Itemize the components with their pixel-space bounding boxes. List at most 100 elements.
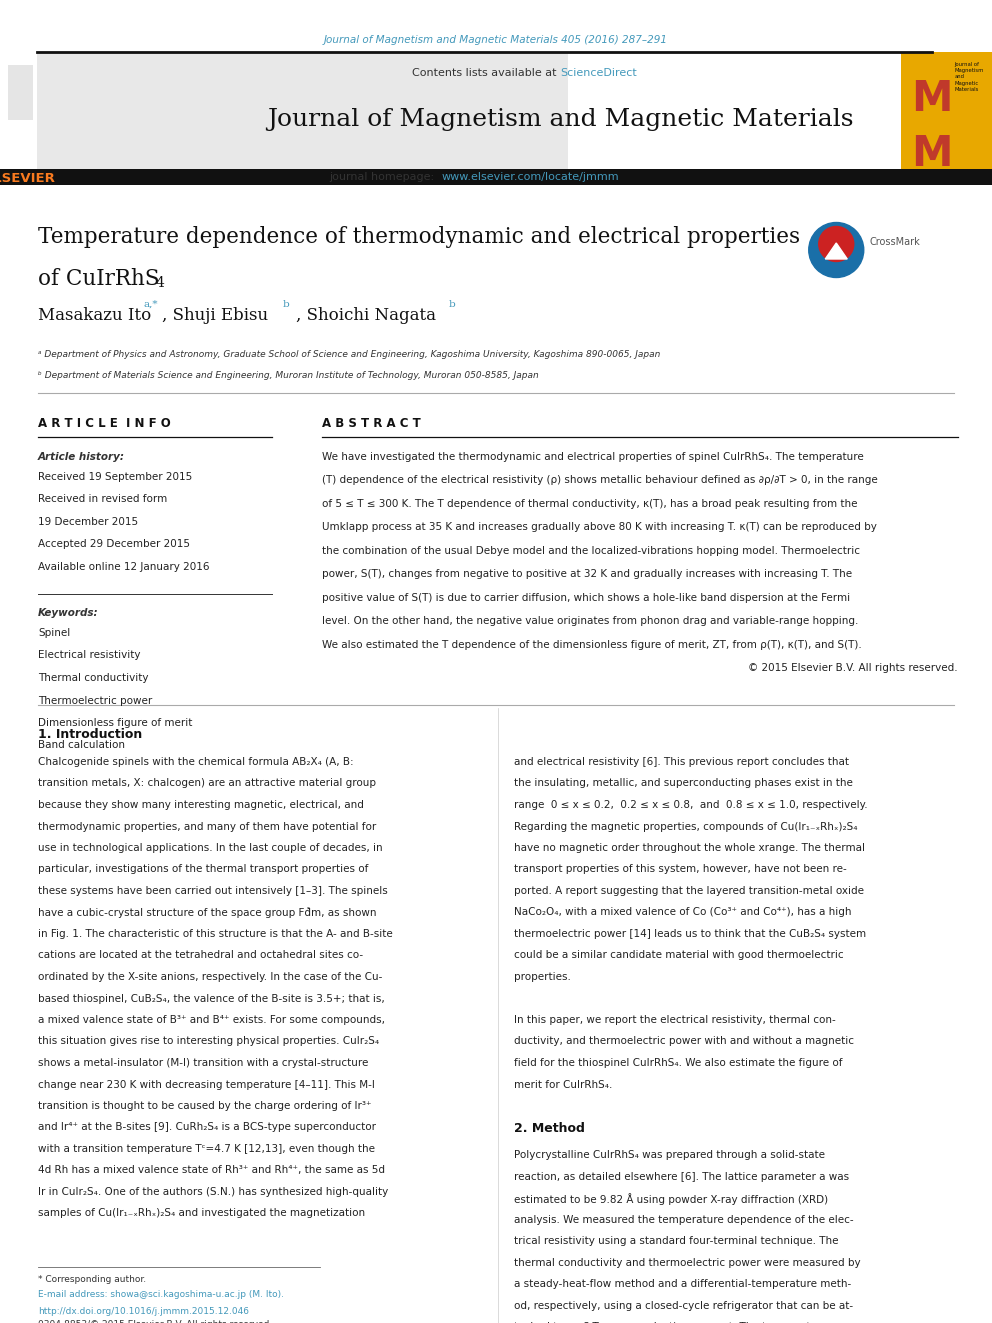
Text: a steady-heat-flow method and a differential-temperature meth-: a steady-heat-flow method and a differen… bbox=[514, 1279, 851, 1290]
Text: 2. Method: 2. Method bbox=[514, 1122, 585, 1135]
Text: Contents lists available at: Contents lists available at bbox=[413, 67, 560, 78]
Text: properties.: properties. bbox=[514, 972, 570, 982]
Text: Temperature dependence of thermodynamic and electrical properties: Temperature dependence of thermodynamic … bbox=[38, 226, 801, 247]
Text: In this paper, we report the electrical resistivity, thermal con-: In this paper, we report the electrical … bbox=[514, 1015, 835, 1025]
Text: range  0 ≤ x ≤ 0.2,  0.2 ≤ x ≤ 0.8,  and  0.8 ≤ x ≤ 1.0, respectively.: range 0 ≤ x ≤ 0.2, 0.2 ≤ x ≤ 0.8, and 0.… bbox=[514, 800, 868, 810]
Text: positive value of S(T) is due to carrier diffusion, which shows a hole-like band: positive value of S(T) is due to carrier… bbox=[322, 593, 850, 603]
Text: b: b bbox=[283, 300, 290, 310]
Text: A R T I C L E  I N F O: A R T I C L E I N F O bbox=[38, 417, 171, 430]
Text: journal homepage:: journal homepage: bbox=[329, 172, 441, 183]
Text: Accepted 29 December 2015: Accepted 29 December 2015 bbox=[38, 540, 190, 549]
Text: Article history:: Article history: bbox=[38, 452, 125, 462]
Text: with a transition temperature Tᶜ=4.7 K [12,13], even though the: with a transition temperature Tᶜ=4.7 K [… bbox=[38, 1144, 375, 1154]
Text: ported. A report suggesting that the layered transition-metal oxide: ported. A report suggesting that the lay… bbox=[514, 886, 864, 896]
Text: M: M bbox=[912, 78, 952, 120]
Text: A B S T R A C T: A B S T R A C T bbox=[322, 417, 421, 430]
Text: trical resistivity using a standard four-terminal technique. The: trical resistivity using a standard four… bbox=[514, 1237, 838, 1246]
Text: cations are located at the tetrahedral and octahedral sites co-: cations are located at the tetrahedral a… bbox=[38, 950, 363, 960]
Text: these systems have been carried out intensively [1–3]. The spinels: these systems have been carried out inte… bbox=[38, 886, 388, 896]
Text: b: b bbox=[449, 300, 455, 310]
Text: 19 December 2015: 19 December 2015 bbox=[38, 517, 138, 527]
Text: transition metals, X: chalcogen) are an attractive material group: transition metals, X: chalcogen) are an … bbox=[38, 778, 376, 789]
Text: © 2015 Elsevier B.V. All rights reserved.: © 2015 Elsevier B.V. All rights reserved… bbox=[748, 664, 958, 673]
Text: and electrical resistivity [6]. This previous report concludes that: and electrical resistivity [6]. This pre… bbox=[514, 757, 849, 767]
Text: because they show many interesting magnetic, electrical, and: because they show many interesting magne… bbox=[38, 800, 364, 810]
Text: estimated to be 9.82 Å using powder X-ray diffraction (XRD): estimated to be 9.82 Å using powder X-ra… bbox=[514, 1193, 828, 1205]
Bar bbox=[8, 65, 33, 120]
Text: www.elsevier.com/locate/jmmm: www.elsevier.com/locate/jmmm bbox=[441, 172, 619, 183]
Text: , Shoichi Nagata: , Shoichi Nagata bbox=[296, 307, 436, 324]
Text: , Shuji Ebisu: , Shuji Ebisu bbox=[162, 307, 268, 324]
Text: We also estimated the T dependence of the dimensionless figure of merit, ZT, fro: We also estimated the T dependence of th… bbox=[322, 640, 862, 650]
Text: od, respectively, using a closed-cycle refrigerator that can be at-: od, respectively, using a closed-cycle r… bbox=[514, 1301, 853, 1311]
Text: and Ir⁴⁺ at the B-sites [9]. CuRh₂S₄ is a BCS-type superconductor: and Ir⁴⁺ at the B-sites [9]. CuRh₂S₄ is … bbox=[38, 1122, 376, 1132]
Text: (T) dependence of the electrical resistivity (ρ) shows metallic behaviour define: (T) dependence of the electrical resisti… bbox=[322, 475, 878, 486]
Text: Dimensionless figure of merit: Dimensionless figure of merit bbox=[38, 718, 192, 728]
Text: transport properties of this system, however, have not been re-: transport properties of this system, how… bbox=[514, 864, 847, 875]
Text: Received in revised form: Received in revised form bbox=[38, 495, 168, 504]
Text: Spinel: Spinel bbox=[38, 628, 70, 638]
Text: Polycrystalline CuIrRhS₄ was prepared through a solid-state: Polycrystalline CuIrRhS₄ was prepared th… bbox=[514, 1151, 825, 1160]
Text: Umklapp process at 35 K and increases gradually above 80 K with increasing T. κ(: Umklapp process at 35 K and increases gr… bbox=[322, 523, 877, 532]
Text: Thermoelectric power: Thermoelectric power bbox=[38, 696, 152, 705]
Text: http://dx.doi.org/10.1016/j.jmmm.2015.12.046: http://dx.doi.org/10.1016/j.jmmm.2015.12… bbox=[38, 1307, 249, 1316]
Text: ᵃ Department of Physics and Astronomy, Graduate School of Science and Engineerin: ᵃ Department of Physics and Astronomy, G… bbox=[38, 351, 661, 359]
Text: samples of Cu(Ir₁₋ₓRhₓ)₂S₄ and investigated the magnetization: samples of Cu(Ir₁₋ₓRhₓ)₂S₄ and investiga… bbox=[38, 1208, 365, 1218]
Text: M: M bbox=[912, 134, 952, 175]
Text: level. On the other hand, the negative value originates from phonon drag and var: level. On the other hand, the negative v… bbox=[322, 617, 858, 627]
Text: have no magnetic order throughout the whole xrange. The thermal: have no magnetic order throughout the wh… bbox=[514, 843, 865, 853]
Circle shape bbox=[818, 226, 854, 262]
Text: thermodynamic properties, and many of them have potential for: thermodynamic properties, and many of th… bbox=[38, 822, 376, 831]
Bar bbox=[37, 52, 567, 185]
Text: shows a metal-insulator (M-I) transition with a crystal-structure: shows a metal-insulator (M-I) transition… bbox=[38, 1058, 368, 1068]
Text: this situation gives rise to interesting physical properties. CuIr₂S₄: this situation gives rise to interesting… bbox=[38, 1036, 379, 1046]
Text: field for the thiospinel CuIrRhS₄. We also estimate the figure of: field for the thiospinel CuIrRhS₄. We al… bbox=[514, 1058, 842, 1068]
Text: thermoelectric power [14] leads us to think that the CuB₂S₄ system: thermoelectric power [14] leads us to th… bbox=[514, 929, 866, 939]
Polygon shape bbox=[825, 243, 847, 259]
Text: use in technological applications. In the last couple of decades, in: use in technological applications. In th… bbox=[38, 843, 383, 853]
Text: ordinated by the X-site anions, respectively. In the case of the Cu-: ordinated by the X-site anions, respecti… bbox=[38, 972, 382, 982]
Text: merit for CuIrRhS₄.: merit for CuIrRhS₄. bbox=[514, 1080, 612, 1090]
Text: 1. Introduction: 1. Introduction bbox=[38, 728, 142, 741]
Text: Masakazu Ito: Masakazu Ito bbox=[38, 307, 151, 324]
Text: Available online 12 January 2016: Available online 12 January 2016 bbox=[38, 562, 209, 572]
Text: 4: 4 bbox=[156, 277, 165, 290]
Text: change near 230 K with decreasing temperature [4–11]. This M-I: change near 230 K with decreasing temper… bbox=[38, 1080, 375, 1090]
Text: ELSEVIER: ELSEVIER bbox=[0, 172, 56, 185]
Text: power, S(T), changes from negative to positive at 32 K and gradually increases w: power, S(T), changes from negative to po… bbox=[322, 569, 852, 579]
Text: Thermal conductivity: Thermal conductivity bbox=[38, 673, 149, 683]
Bar bbox=[901, 52, 992, 185]
Circle shape bbox=[808, 222, 864, 278]
Text: Journal of Magnetism and Magnetic Materials: Journal of Magnetism and Magnetic Materi… bbox=[267, 108, 854, 131]
Text: reaction, as detailed elsewhere [6]. The lattice parameter a was: reaction, as detailed elsewhere [6]. The… bbox=[514, 1172, 849, 1181]
Text: * Corresponding author.: * Corresponding author. bbox=[38, 1275, 146, 1285]
Text: transition is thought to be caused by the charge ordering of Ir³⁺: transition is thought to be caused by th… bbox=[38, 1101, 371, 1111]
Text: ductivity, and thermoelectric power with and without a magnetic: ductivity, and thermoelectric power with… bbox=[514, 1036, 854, 1046]
Text: 4d Rh has a mixed valence state of Rh³⁺ and Rh⁴⁺, the same as 5d: 4d Rh has a mixed valence state of Rh³⁺ … bbox=[38, 1166, 385, 1176]
Text: Regarding the magnetic properties, compounds of Cu(Ir₁₋ₓRhₓ)₂S₄: Regarding the magnetic properties, compo… bbox=[514, 822, 857, 831]
Text: NaCo₂O₄, with a mixed valence of Co (Co³⁺ and Co⁴⁺), has a high: NaCo₂O₄, with a mixed valence of Co (Co³… bbox=[514, 908, 851, 917]
Text: a mixed valence state of B³⁺ and B⁴⁺ exists. For some compounds,: a mixed valence state of B³⁺ and B⁴⁺ exi… bbox=[38, 1015, 385, 1025]
Text: Journal of Magnetism and Magnetic Materials 405 (2016) 287–291: Journal of Magnetism and Magnetic Materi… bbox=[324, 34, 668, 45]
Bar bbox=[0, 169, 992, 185]
Text: Keywords:: Keywords: bbox=[38, 609, 98, 618]
Text: Journal of
Magnetism
and
Magnetic
Materials: Journal of Magnetism and Magnetic Materi… bbox=[954, 62, 984, 91]
Text: E-mail address: showa@sci.kagoshima-u.ac.jp (M. Ito).: E-mail address: showa@sci.kagoshima-u.ac… bbox=[38, 1290, 284, 1299]
Text: of CuIrRhS: of CuIrRhS bbox=[38, 269, 160, 290]
Text: analysis. We measured the temperature dependence of the elec-: analysis. We measured the temperature de… bbox=[514, 1215, 854, 1225]
Text: Chalcogenide spinels with the chemical formula AB₂X₄ (A, B:: Chalcogenide spinels with the chemical f… bbox=[38, 757, 353, 767]
Text: CrossMark: CrossMark bbox=[869, 237, 920, 247]
Text: thermal conductivity and thermoelectric power were measured by: thermal conductivity and thermoelectric … bbox=[514, 1258, 861, 1267]
Text: ScienceDirect: ScienceDirect bbox=[560, 67, 637, 78]
Text: Received 19 September 2015: Received 19 September 2015 bbox=[38, 472, 192, 482]
Text: the insulating, metallic, and superconducting phases exist in the: the insulating, metallic, and supercondu… bbox=[514, 778, 853, 789]
Text: the combination of the usual Debye model and the localized-vibrations hopping mo: the combination of the usual Debye model… bbox=[322, 546, 860, 556]
Text: of 5 ≤ T ≤ 300 K. The T dependence of thermal conductivity, κ(T), has a broad pe: of 5 ≤ T ≤ 300 K. The T dependence of th… bbox=[322, 499, 857, 509]
Text: Ir in CuIr₂S₄. One of the authors (S.N.) has synthesized high-quality: Ir in CuIr₂S₄. One of the authors (S.N.)… bbox=[38, 1187, 388, 1197]
Text: We have investigated the thermodynamic and electrical properties of spinel CuIrR: We have investigated the thermodynamic a… bbox=[322, 452, 864, 462]
Text: particular, investigations of the thermal transport properties of: particular, investigations of the therma… bbox=[38, 864, 368, 875]
Text: in Fig. 1. The characteristic of this structure is that the A- and B-site: in Fig. 1. The characteristic of this st… bbox=[38, 929, 393, 939]
Text: could be a similar candidate material with good thermoelectric: could be a similar candidate material wi… bbox=[514, 950, 843, 960]
Text: based thiospinel, CuB₂S₄, the valence of the B-site is 3.5+; that is,: based thiospinel, CuB₂S₄, the valence of… bbox=[38, 994, 385, 1004]
Text: ᵇ Department of Materials Science and Engineering, Muroran Institute of Technolo: ᵇ Department of Materials Science and En… bbox=[38, 370, 539, 380]
